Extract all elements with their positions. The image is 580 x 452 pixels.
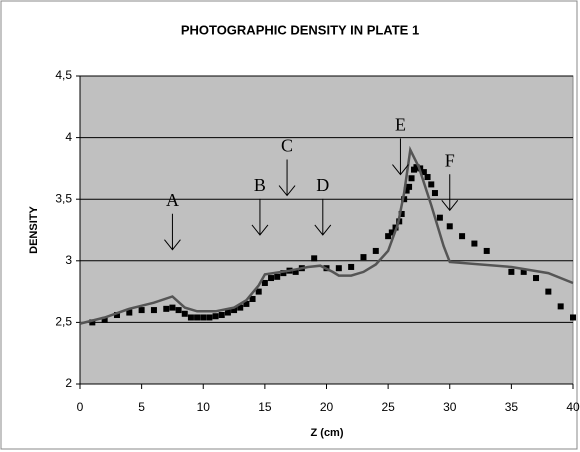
data-point: [431, 190, 438, 197]
data-point: [372, 247, 379, 254]
data-point: [292, 268, 299, 275]
annotation-arrow: [314, 198, 332, 236]
annotation-label: C: [281, 136, 293, 156]
chart-title: PHOTOGRAPHIC DENSITY IN PLATE 1: [181, 22, 419, 37]
annotation-arrow: [441, 174, 459, 212]
data-point: [280, 270, 287, 277]
data-point: [89, 319, 96, 326]
data-point: [187, 314, 194, 321]
data-point: [138, 307, 145, 314]
data-point: [406, 183, 413, 190]
y-tick-label: 4: [65, 130, 72, 144]
data-point: [194, 314, 201, 321]
x-tick-label: 10: [197, 400, 211, 414]
annotation-label: B: [254, 175, 266, 195]
annotation-arrow: [278, 159, 296, 197]
data-point: [471, 240, 478, 247]
data-point: [508, 268, 515, 275]
data-point: [274, 273, 281, 280]
data-line: [79, 145, 574, 325]
x-tick-label: 25: [381, 400, 395, 414]
data-point: [231, 307, 238, 314]
data-point: [436, 214, 443, 221]
x-tick-label: 30: [443, 400, 457, 414]
data-point: [385, 233, 392, 240]
data-point: [237, 304, 244, 311]
annotation-arrow: [392, 138, 409, 176]
x-tick-label: 15: [258, 400, 272, 414]
y-axis-label: DENSITY: [28, 206, 40, 254]
x-axis-label: Z (cm): [311, 427, 344, 439]
y-tick-label: 4,5: [55, 68, 72, 82]
data-point: [533, 275, 540, 282]
data-point: [424, 174, 431, 181]
annotation-arrow: [164, 213, 181, 251]
data-point: [255, 288, 262, 295]
data-point: [403, 187, 410, 194]
data-point: [428, 181, 435, 188]
data-point: [169, 304, 176, 311]
data-point: [218, 312, 225, 319]
data-point: [261, 279, 268, 286]
x-tick-label: 5: [138, 400, 145, 414]
data-point: [212, 313, 219, 320]
annotation-label: D: [316, 175, 329, 195]
annotation-arrow: [251, 198, 269, 236]
data-point: [545, 288, 552, 295]
data-point: [206, 314, 213, 321]
data-point: [348, 263, 355, 270]
data-point: [401, 196, 408, 203]
data-point: [557, 303, 564, 310]
annotation-label: E: [395, 115, 406, 135]
data-point: [408, 175, 415, 182]
y-tick-label: 3,5: [55, 191, 72, 205]
data-point: [113, 312, 120, 319]
data-point: [150, 307, 157, 314]
annotation-label: F: [445, 150, 455, 170]
data-point: [163, 305, 170, 312]
data-point: [483, 247, 490, 254]
data-point: [243, 300, 250, 307]
data-point: [446, 223, 453, 230]
data-point: [249, 295, 256, 302]
data-point: [181, 310, 188, 317]
y-tick-label: 2: [65, 376, 72, 390]
x-tick-label: 35: [505, 400, 519, 414]
data-point: [360, 254, 367, 261]
data-point: [335, 265, 342, 272]
data-point: [311, 255, 318, 262]
data-point: [101, 316, 108, 323]
data-point: [268, 275, 275, 282]
data-point: [224, 309, 231, 316]
data-point: [175, 307, 182, 314]
data-point: [420, 169, 427, 176]
x-tick-label: 20: [320, 400, 334, 414]
data-point: [398, 210, 405, 217]
annotation-label: A: [166, 190, 179, 210]
data-point: [200, 314, 207, 321]
x-tick-label: 40: [566, 400, 580, 414]
data-point: [520, 268, 527, 275]
data-point: [459, 233, 466, 240]
data-point: [388, 229, 395, 236]
data-point: [413, 164, 420, 171]
data-point: [126, 309, 133, 316]
y-tick-label: 3: [65, 253, 72, 267]
data-point: [570, 314, 576, 321]
x-tick-label: 0: [77, 400, 84, 414]
y-tick-label: 2,5: [55, 315, 72, 329]
